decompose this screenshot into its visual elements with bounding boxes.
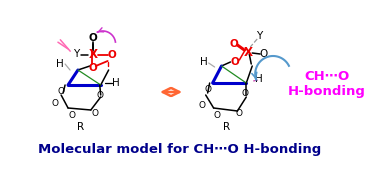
Text: H: H xyxy=(56,59,64,69)
Text: CH⋯O: CH⋯O xyxy=(304,70,349,84)
Text: R: R xyxy=(77,122,84,132)
Text: O: O xyxy=(96,90,103,100)
Text: O: O xyxy=(57,86,65,96)
Text: O: O xyxy=(107,50,116,60)
Text: O: O xyxy=(88,33,97,43)
Text: O: O xyxy=(230,57,239,67)
Text: H: H xyxy=(255,74,263,84)
Text: O: O xyxy=(213,110,220,120)
Text: O: O xyxy=(259,49,267,59)
Text: X: X xyxy=(88,49,97,61)
Text: Y: Y xyxy=(73,49,79,59)
Text: X: X xyxy=(244,45,253,58)
Text: H: H xyxy=(112,78,119,88)
Text: O: O xyxy=(88,63,97,73)
Text: O: O xyxy=(52,100,59,109)
Text: O: O xyxy=(204,85,211,94)
Text: O: O xyxy=(68,112,76,121)
Text: H: H xyxy=(200,57,208,67)
Text: Molecular model for CH⋯O H-bonding: Molecular model for CH⋯O H-bonding xyxy=(38,144,322,156)
Text: O: O xyxy=(242,89,249,98)
Text: O: O xyxy=(236,109,243,117)
Text: O: O xyxy=(91,109,98,118)
Text: R: R xyxy=(223,122,230,132)
Text: Y: Y xyxy=(256,31,262,41)
Text: H-bonding: H-bonding xyxy=(288,85,366,98)
Text: O: O xyxy=(229,39,238,49)
Text: O: O xyxy=(198,101,205,109)
